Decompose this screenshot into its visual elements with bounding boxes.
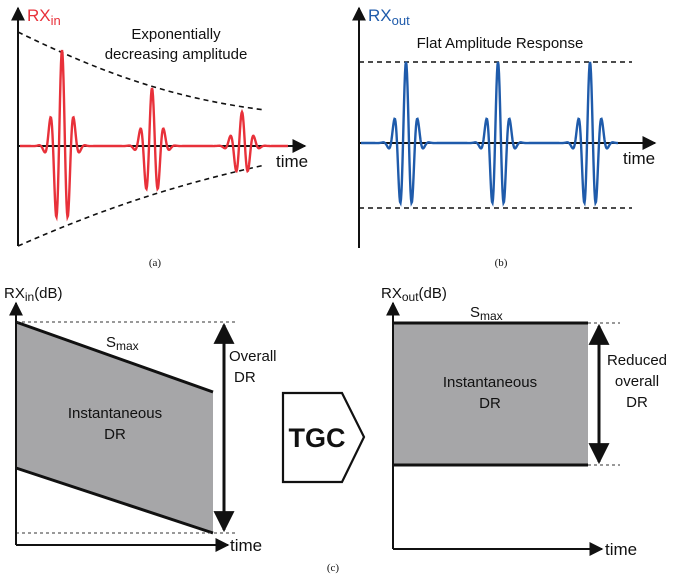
panel-a-signal-waveform (20, 49, 288, 222)
panel-a-caption: (a) (149, 257, 162, 269)
panel-c-left: RXin(dB) Smax Instantaneous DR Overall D… (4, 285, 277, 555)
panel-a-annotation-line2: decreasing amplitude (105, 46, 248, 63)
panel-b-time-label: time (623, 149, 655, 168)
panel-c-right-time-label: time (605, 540, 637, 559)
tgc-label: TGC (289, 423, 346, 453)
panel-a-axis-label: RXin (27, 6, 61, 28)
panel-b-axis-label: RXout (368, 6, 410, 28)
panel-c-right-smax-label: Smax (470, 304, 503, 323)
panel-c-right-dr-line2: overall (615, 373, 659, 390)
panel-c-left-region-line2: DR (104, 426, 126, 443)
panel-c-left-smax-line (15, 320, 214, 394)
panel-b-annotation: Flat Amplitude Response (417, 35, 584, 52)
panel-b: RXout Flat Amplitude Response time (b) (352, 6, 657, 269)
panel-c-right: RXout(dB) Smax Instantaneous DR Reduced … (381, 285, 667, 559)
tgc-pentagon (281, 391, 366, 484)
panel-c-left-time-label: time (230, 536, 262, 555)
panel-a-annotation-line1: Exponentially (131, 26, 221, 43)
panel-c-left-axis-label: RXin(dB) (4, 285, 63, 304)
panel-a-lower-envelope (17, 164, 266, 247)
panel-c-left-smax-label: Smax (106, 334, 139, 353)
panel-c-left-dr-line1: Overall (229, 348, 277, 365)
panel-a-time-label: time (276, 152, 308, 171)
tgc-block: TGC (281, 391, 366, 484)
panel-c-right-dr-line1: Reduced (607, 352, 667, 369)
panel-c-right-region-line1: Instantaneous (443, 374, 537, 391)
panel-c-right-dr-line3: DR (626, 394, 648, 411)
panel-b-signal-waveform (361, 61, 619, 207)
panel-c-left-region-line1: Instantaneous (68, 405, 162, 422)
panel-c-right-region-line2: DR (479, 395, 501, 412)
panel-a: RXin Exponentially decreasing amplitude … (11, 6, 308, 269)
panel-a-upper-envelope (17, 31, 266, 111)
panel-c-left-dr-line2: DR (234, 369, 256, 386)
panel-c-caption: (c) (327, 562, 340, 574)
panel-c-left-floor-line (15, 466, 214, 535)
panel-b-caption: (b) (495, 257, 508, 269)
panel-c-right-dr-region (393, 323, 588, 465)
panel-c-right-axis-label: RXout(dB) (381, 285, 447, 304)
